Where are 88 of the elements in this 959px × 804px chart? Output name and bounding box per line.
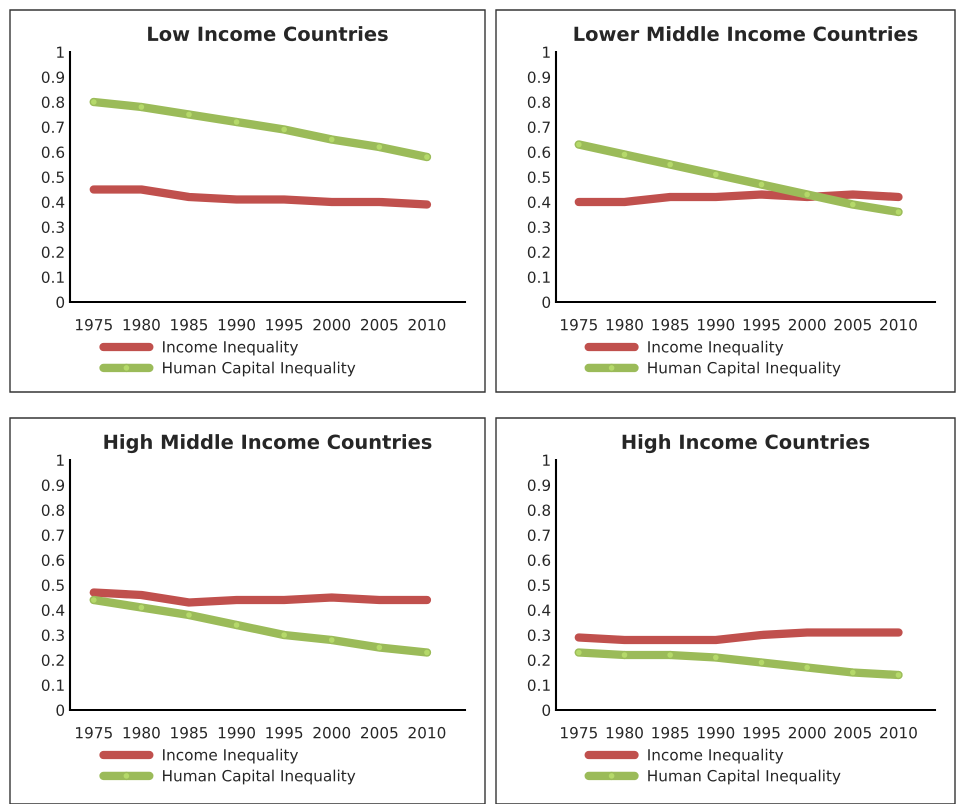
x-tick-label: 1990 (698, 726, 734, 738)
y-tick-label: 0.8 (42, 96, 64, 108)
x-tick-label: 2010 (408, 726, 446, 738)
x-tick-label: 1985 (652, 318, 688, 330)
legend-label: Income Inequality (163, 748, 298, 764)
y-tick-label: 0.3 (528, 221, 550, 234)
y-tick-label: 0.9 (42, 71, 64, 84)
y-tick-label: 0.2 (528, 246, 550, 258)
y-tick-label: 0.7 (528, 529, 550, 542)
x-tick-label: 2005 (361, 726, 398, 738)
y-tick-label: 0.4 (528, 196, 550, 208)
x-tick-label: 2000 (788, 318, 826, 330)
y-tick-label: 0.8 (528, 504, 550, 516)
x-tick-label: 1995 (266, 726, 302, 738)
y-tick-label: 0.8 (528, 96, 550, 108)
x-tick-label: 2010 (408, 318, 446, 330)
y-tick-label: 0.7 (42, 121, 64, 134)
y-tick-label: 0.9 (528, 71, 550, 84)
x-tick-label: 1975 (76, 318, 112, 330)
y-tick-label: 1 (543, 454, 550, 466)
x-tick-label: 1995 (744, 318, 780, 330)
chart-title: High Middle Income Countries (104, 434, 432, 454)
legend-label: Human Capital Inequality (163, 362, 356, 376)
y-tick-label: 0.4 (42, 196, 64, 208)
x-tick-label: 1985 (171, 726, 208, 738)
x-tick-label: 1980 (124, 318, 160, 330)
y-tick-label: 0.8 (42, 504, 64, 516)
x-tick-label: 2000 (788, 726, 826, 738)
x-tick-label: 1975 (561, 318, 597, 330)
x-tick-label: 2010 (880, 726, 917, 738)
y-tick-label: 0.2 (42, 246, 64, 258)
x-tick-label: 1975 (76, 726, 112, 738)
y-tick-label: 0.1 (42, 271, 64, 284)
x-tick-label: 1980 (606, 726, 643, 738)
x-tick-label: 2000 (313, 318, 350, 330)
y-tick-label: 0.2 (42, 654, 64, 666)
x-tick-label: 1995 (266, 318, 302, 330)
x-tick-label: 1975 (561, 726, 597, 738)
y-tick-label: 0.5 (528, 171, 550, 184)
y-tick-label: 0.9 (42, 479, 64, 492)
y-tick-label: 0.5 (528, 579, 550, 592)
y-tick-label: 0 (542, 296, 550, 308)
legend-label: Human Capital Inequality (648, 770, 841, 784)
y-tick-label: 0.3 (528, 629, 550, 642)
y-tick-label: 0.7 (42, 529, 64, 542)
legend-label: Human Capital Inequality (163, 770, 356, 784)
x-tick-label: 1990 (218, 318, 255, 330)
chart-title: Low Income Countries (148, 26, 388, 42)
y-tick-label: 0.1 (42, 679, 64, 692)
legend-label: Income Inequality (648, 340, 784, 356)
y-tick-label: 0.3 (42, 629, 64, 642)
legend-label: Human Capital Inequality (648, 362, 841, 376)
chart-title: Lower Middle Income Countries (574, 26, 918, 42)
y-tick-label: 0 (56, 704, 64, 716)
x-tick-label: 2005 (834, 726, 871, 738)
chart-title: High Income Countries (622, 434, 870, 454)
y-tick-label: 0.5 (42, 579, 64, 592)
y-tick-label: 0.5 (42, 171, 64, 184)
x-tick-label: 1980 (606, 318, 643, 330)
x-tick-label: 2005 (361, 318, 398, 330)
x-tick-label: 1985 (652, 726, 688, 738)
x-tick-label: 1985 (171, 318, 208, 330)
y-tick-label: 0.1 (528, 679, 550, 692)
y-tick-label: 0.6 (42, 554, 64, 566)
y-tick-label: 0.7 (528, 121, 550, 134)
x-tick-label: 1995 (744, 726, 780, 738)
y-tick-label: 0.6 (42, 146, 64, 158)
x-tick-label: 2010 (880, 318, 917, 330)
legend-label: Income Inequality (163, 340, 298, 356)
y-tick-label: 0.6 (528, 146, 550, 158)
y-tick-label: 0.1 (528, 271, 550, 284)
legend-label: Income Inequality (648, 748, 784, 764)
y-tick-label: 0 (542, 704, 550, 716)
y-tick-label: 0.6 (528, 554, 550, 566)
x-tick-label: 1990 (218, 726, 255, 738)
x-tick-label: 2000 (313, 726, 350, 738)
y-tick-label: 0.9 (528, 479, 550, 492)
y-tick-label: 0 (56, 296, 64, 308)
y-tick-label: 0.4 (42, 604, 64, 616)
y-tick-label: 1 (543, 46, 550, 58)
x-tick-label: 1990 (698, 318, 734, 330)
y-tick-label: 0.3 (42, 221, 64, 234)
y-tick-label: 0.2 (528, 654, 550, 666)
y-tick-label: 0.4 (528, 604, 550, 616)
y-tick-label: 1 (57, 454, 64, 466)
x-tick-label: 2005 (834, 318, 871, 330)
x-tick-label: 1980 (124, 726, 160, 738)
y-tick-label: 1 (57, 46, 64, 58)
